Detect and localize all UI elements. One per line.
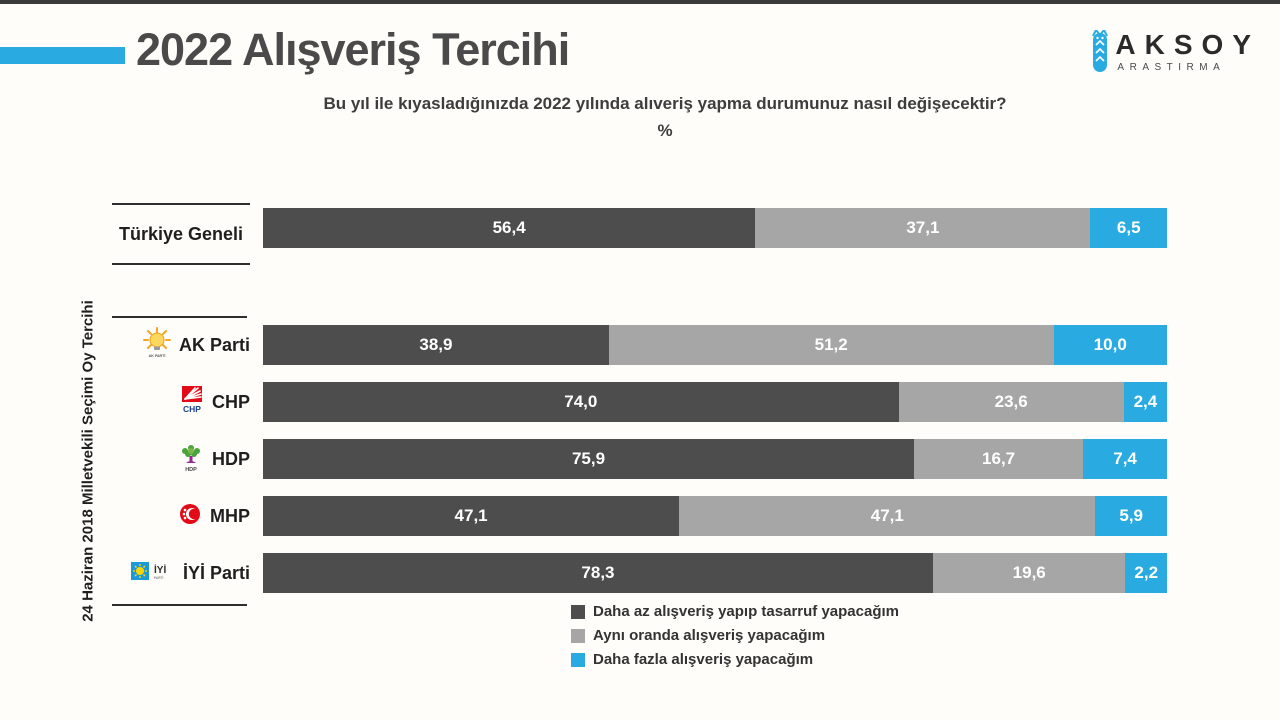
- svg-text:HDP: HDP: [185, 467, 197, 473]
- page-title: 2022 Alışveriş Tercihi: [136, 24, 570, 75]
- segment-value: 74,0: [564, 392, 598, 411]
- legend-item: Aynı oranda alışveriş yapacağım: [571, 627, 899, 644]
- category-name: CHP: [211, 391, 250, 412]
- ak-parti-logo: AK PARTİ: [142, 326, 172, 364]
- bar-segment: 56,4: [263, 208, 756, 248]
- percent-unit-label: %: [657, 121, 673, 140]
- category-label: MHP: [100, 496, 250, 536]
- stacked-bar: 38,9 51,2 10,0: [263, 325, 1167, 365]
- bar-segment: 47,1: [263, 496, 680, 536]
- mhp-logo: [177, 501, 203, 532]
- category-label-turkiye-geneli: Türkiye Geneli: [112, 203, 250, 265]
- category-name: İYİ Parti: [182, 562, 250, 583]
- bar-segment: 16,7: [914, 439, 1084, 479]
- party-group-top-line: [112, 316, 247, 318]
- category-label: İYİ PARTİ İYİ Parti: [100, 553, 250, 593]
- iyi-parti-logo: İYİ PARTİ: [130, 559, 176, 588]
- segment-value: 7,4: [1113, 449, 1137, 468]
- bar-segment: 51,2: [608, 325, 1054, 365]
- segment-value: 56,4: [492, 218, 526, 237]
- title-accent-bar: [0, 47, 125, 64]
- chart-legend: Daha az alışveriş yapıp tasarruf yapacağ…: [571, 603, 899, 668]
- chart-row: AK PARTİ AK Parti 38,9 51,2 10,0: [0, 325, 1280, 365]
- stacked-bar: 56,4 37,1 6,5: [263, 208, 1167, 248]
- segment-value: 16,7: [982, 449, 1016, 468]
- chart-question: Bu yıl ile kıyasladığınızda 2022 yılında…: [323, 94, 1007, 113]
- bar-segment: 78,3: [263, 553, 933, 593]
- segment-value: 47,1: [870, 506, 904, 525]
- bar-segment: 5,9: [1095, 496, 1167, 536]
- chart-row: CHP CHP 74,0 23,6 2,4: [0, 382, 1280, 422]
- legend-swatch: [571, 604, 585, 619]
- segment-value: 23,6: [994, 392, 1028, 411]
- bar-segment: 38,9: [263, 325, 609, 365]
- category-name: MHP: [210, 505, 250, 526]
- chart-row: MHP 47,1 47,1 5,9: [0, 496, 1280, 536]
- bar-segment: 19,6: [932, 553, 1126, 593]
- stacked-bar: 47,1 47,1 5,9: [263, 496, 1167, 536]
- party-group-bottom-line: [112, 604, 247, 606]
- legend-label: Daha az alışveriş yapıp tasarruf yapacağ…: [593, 603, 899, 620]
- segment-value: 2,2: [1134, 563, 1159, 582]
- legend-label: Daha fazla alışveriş yapacağım: [593, 651, 814, 668]
- legend-swatch: [571, 628, 585, 643]
- bar-segment: 7,4: [1083, 439, 1167, 479]
- bar-segment: 10,0: [1053, 325, 1167, 365]
- segment-value: 19,6: [1012, 563, 1046, 582]
- bar-segment: 37,1: [755, 208, 1091, 248]
- category-name: HDP: [211, 448, 250, 469]
- bar-segment: 47,1: [679, 496, 1096, 536]
- svg-text:AK PARTİ: AK PARTİ: [149, 354, 166, 358]
- brand-subtitle: ARASTIRMA: [1117, 62, 1226, 73]
- svg-text:PARTİ: PARTİ: [154, 576, 163, 580]
- category-label: AK PARTİ AK Parti: [100, 325, 250, 365]
- segment-value: 75,9: [571, 449, 606, 468]
- top-border-strip: [0, 0, 1280, 4]
- svg-text:CHP: CHP: [183, 404, 201, 414]
- chp-logo: CHP: [179, 385, 205, 420]
- chart-row: İYİ PARTİ İYİ Parti 78,3 19,6 2,2: [0, 553, 1280, 593]
- stacked-bar: 75,9 16,7 7,4: [263, 439, 1167, 479]
- segment-value: 51,2: [814, 335, 848, 354]
- category-name: AK Parti: [178, 334, 250, 355]
- segment-value: 37,1: [906, 218, 940, 237]
- hdp-logo: HDP: [177, 441, 205, 478]
- bar-segment: 74,0: [263, 382, 899, 422]
- svg-text:İYİ: İYİ: [154, 563, 166, 576]
- segment-value: 6,5: [1116, 218, 1141, 237]
- bar-segment: 2,4: [1123, 382, 1167, 422]
- category-label: CHP CHP: [100, 382, 250, 422]
- chart-row: HDP HDP 75,9 16,7 7,4: [0, 439, 1280, 479]
- brand-name: AKSOY: [1115, 29, 1260, 60]
- aksoy-owl-icon: [1090, 28, 1110, 79]
- segment-value: 5,9: [1119, 506, 1143, 525]
- segment-value: 2,4: [1133, 392, 1158, 411]
- legend-item: Daha az alışveriş yapıp tasarruf yapacağ…: [571, 603, 899, 620]
- stacked-bar: 74,0 23,6 2,4: [263, 382, 1167, 422]
- bar-segment: 23,6: [898, 382, 1124, 422]
- bar-segment: 6,5: [1090, 208, 1167, 248]
- stacked-bar: 78,3 19,6 2,2: [263, 553, 1167, 593]
- segment-value: 78,3: [581, 563, 615, 582]
- segment-value: 10,0: [1093, 335, 1127, 354]
- legend-item: Daha fazla alışveriş yapacağım: [571, 651, 899, 668]
- legend-label: Aynı oranda alışveriş yapacağım: [593, 627, 826, 644]
- segment-value: 38,9: [419, 335, 453, 354]
- segment-value: 47,1: [454, 506, 488, 525]
- category-label: HDP HDP: [100, 439, 250, 479]
- legend-swatch: [571, 652, 585, 667]
- aksoy-logo: AKSOY ARASTIRMA: [1090, 28, 1260, 79]
- bar-segment: 75,9: [263, 439, 915, 479]
- chart-row: 56,4 37,1 6,5: [0, 208, 1280, 248]
- bar-segment: 2,2: [1125, 553, 1167, 593]
